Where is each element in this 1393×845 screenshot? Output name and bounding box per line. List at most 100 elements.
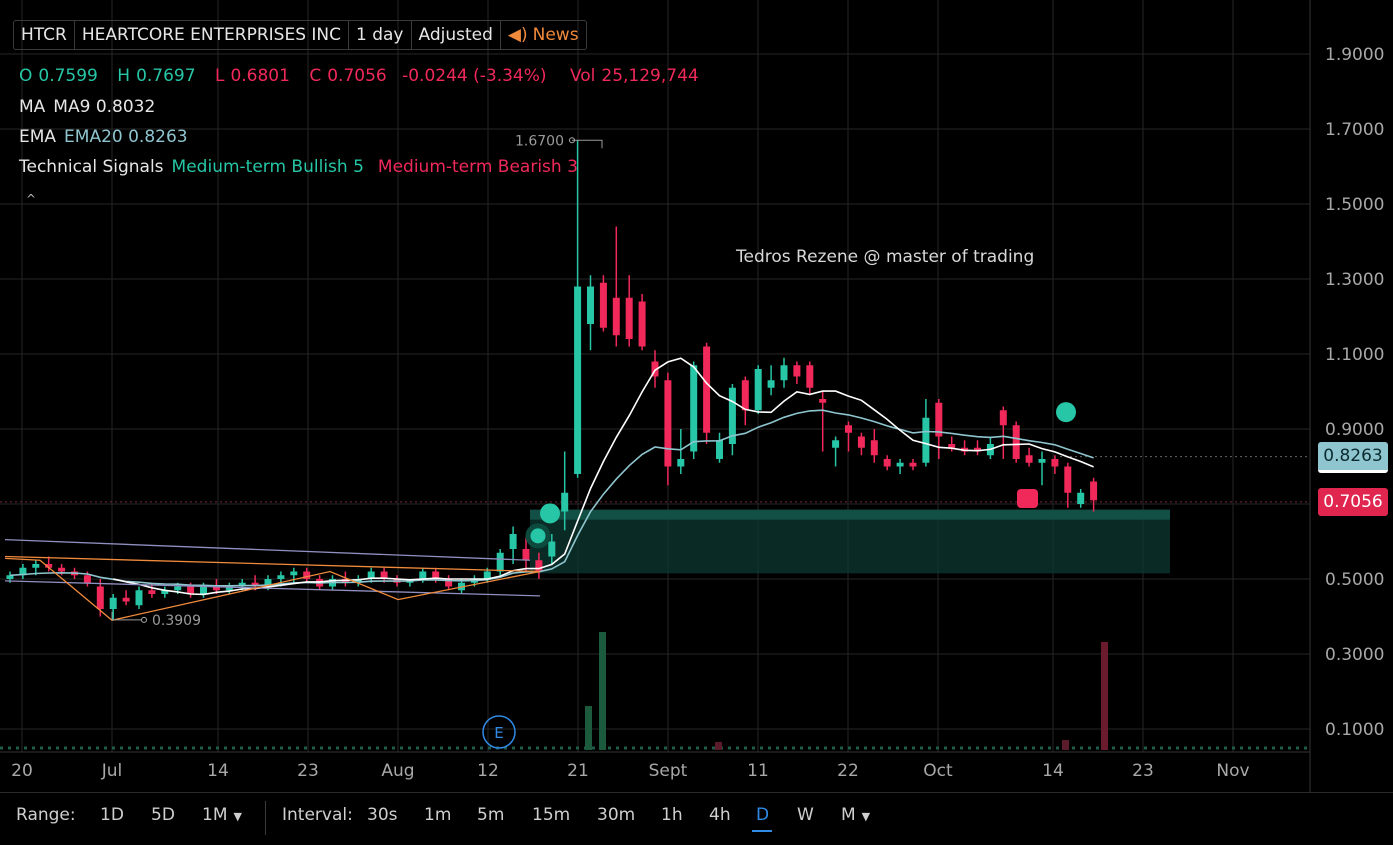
- candle-body: [638, 301, 646, 347]
- interval-15m[interactable]: 15m: [532, 805, 571, 825]
- candle-body: [1064, 466, 1072, 493]
- bottom-toolbar: Range: 1D 5D 1M ▼ Interval: 30s 1m 5m 15m…: [0, 792, 1393, 845]
- volume-label: Vol: [569, 66, 596, 86]
- adjustment-toggle[interactable]: Adjusted: [412, 21, 501, 49]
- drawn-trendline: [4, 538, 531, 561]
- chart-header: HTCR HEARTCORE ENTERPRISES INC 1 day Adj…: [13, 20, 587, 50]
- candle-body: [793, 365, 801, 377]
- candle-body: [870, 440, 878, 456]
- ma-legend[interactable]: MA MA9 0.8032: [19, 97, 155, 117]
- candle-body: [367, 571, 375, 579]
- y-tick-label: 0.1000: [1325, 720, 1384, 740]
- change-value: -0.0244 (-3.34%): [402, 66, 547, 86]
- candle-body: [587, 286, 594, 324]
- interval-d[interactable]: D: [756, 805, 770, 825]
- candle-body: [212, 586, 220, 591]
- interval-1m[interactable]: 1m: [424, 805, 452, 825]
- candle-body: [135, 590, 143, 606]
- interval-w[interactable]: W: [797, 805, 814, 825]
- symbol-label[interactable]: HTCR: [14, 21, 75, 49]
- news-label: News: [532, 25, 579, 45]
- range-label: Range:: [16, 805, 76, 825]
- x-tick-label: Jul: [101, 761, 123, 781]
- dropdown-triangle-icon: ▼: [233, 810, 242, 823]
- volume-bar: [715, 742, 722, 750]
- x-tick-label: 23: [1132, 761, 1154, 781]
- candle-body: [45, 564, 53, 568]
- candle-body: [1090, 481, 1098, 501]
- earnings-marker: [482, 715, 516, 749]
- news-button[interactable]: ◀) News: [501, 21, 586, 49]
- bullish-signal-marker: [540, 503, 560, 524]
- range-1m-label: 1M: [202, 805, 228, 825]
- candle-body: [599, 282, 607, 328]
- company-name: HEARTCORE ENTERPRISES INC: [75, 21, 349, 49]
- candle-body: [200, 586, 207, 594]
- ema-value: EMA20 0.8263: [64, 127, 188, 147]
- interval-5m[interactable]: 5m: [477, 805, 505, 825]
- candle-body: [780, 365, 788, 381]
- candle-body: [974, 447, 981, 452]
- earnings-label: E: [494, 724, 503, 742]
- candle-body: [754, 369, 762, 411]
- ema-label: EMA: [19, 127, 57, 147]
- candle-body: [806, 365, 814, 388]
- candle-body: [1051, 459, 1059, 467]
- candle-body: [380, 571, 388, 579]
- candle-body: [187, 586, 195, 594]
- ema-legend[interactable]: EMA EMA20 0.8263: [19, 127, 188, 147]
- y-tick-label: 0.3000: [1325, 645, 1384, 665]
- interval-30m[interactable]: 30m: [597, 805, 636, 825]
- close-value: 0.7056: [327, 66, 387, 86]
- candle-body: [432, 571, 440, 579]
- signals-legend[interactable]: Technical Signals Medium-term Bullish 5 Me…: [19, 157, 578, 177]
- open-label: O: [19, 66, 33, 86]
- candle-body: [819, 399, 827, 403]
- x-tick-label: 14: [207, 761, 229, 781]
- candle-body: [857, 436, 865, 448]
- drawn-trendline: [4, 555, 541, 573]
- x-tick-label: 11: [747, 761, 769, 781]
- active-interval-underline: [752, 830, 772, 832]
- candle-body: [83, 575, 91, 583]
- low-label: L: [214, 66, 225, 86]
- candle-body: [574, 286, 582, 474]
- range-1d[interactable]: 1D: [100, 805, 124, 825]
- ma-label: MA: [19, 97, 46, 117]
- range-5d[interactable]: 5D: [151, 805, 175, 825]
- candle-body: [161, 590, 169, 594]
- interval-1h[interactable]: 1h: [661, 805, 683, 825]
- collapse-chevron-icon[interactable]: ^: [26, 192, 37, 206]
- candle-body: [651, 361, 659, 377]
- low-value: 0.6801: [230, 66, 290, 86]
- drawn-trendline: [4, 580, 541, 597]
- interval-m[interactable]: M ▼: [841, 805, 870, 825]
- signals-label: Technical Signals: [19, 157, 164, 177]
- candle-body: [445, 579, 453, 587]
- candle-body: [264, 579, 272, 587]
- bullish-signal-marker: [1056, 402, 1076, 423]
- low-annotation: 0.3909: [152, 613, 201, 629]
- candle-body: [1038, 459, 1046, 463]
- candle-body: [832, 440, 840, 448]
- interval-4h[interactable]: 4h: [709, 805, 731, 825]
- candle-body: [716, 440, 723, 459]
- range-1m[interactable]: 1M ▼: [202, 805, 242, 825]
- x-tick-label: 23: [297, 761, 319, 781]
- candle-body: [122, 597, 130, 602]
- y-tick-label: 1.5000: [1325, 195, 1384, 215]
- candle-body: [1025, 455, 1033, 463]
- period-selector[interactable]: 1 day: [349, 21, 412, 49]
- close-label: C: [309, 66, 322, 86]
- candle-body: [1012, 425, 1020, 459]
- candle-body: [174, 586, 182, 591]
- low-point-marker: [141, 616, 147, 623]
- candle-body: [677, 459, 685, 467]
- price-chart[interactable]: 1.9000 1.7000 1.5000 1.3000 1.1000 0.9000 0.70…: [0, 0, 1393, 792]
- interval-30s[interactable]: 30s: [367, 805, 398, 825]
- candle-body: [625, 297, 633, 339]
- y-tick-label: 1.3000: [1325, 270, 1384, 290]
- y-tick-label: 1.9000: [1325, 45, 1384, 65]
- interval-label: Interval:: [282, 805, 353, 825]
- x-tick-label: Oct: [923, 761, 953, 781]
